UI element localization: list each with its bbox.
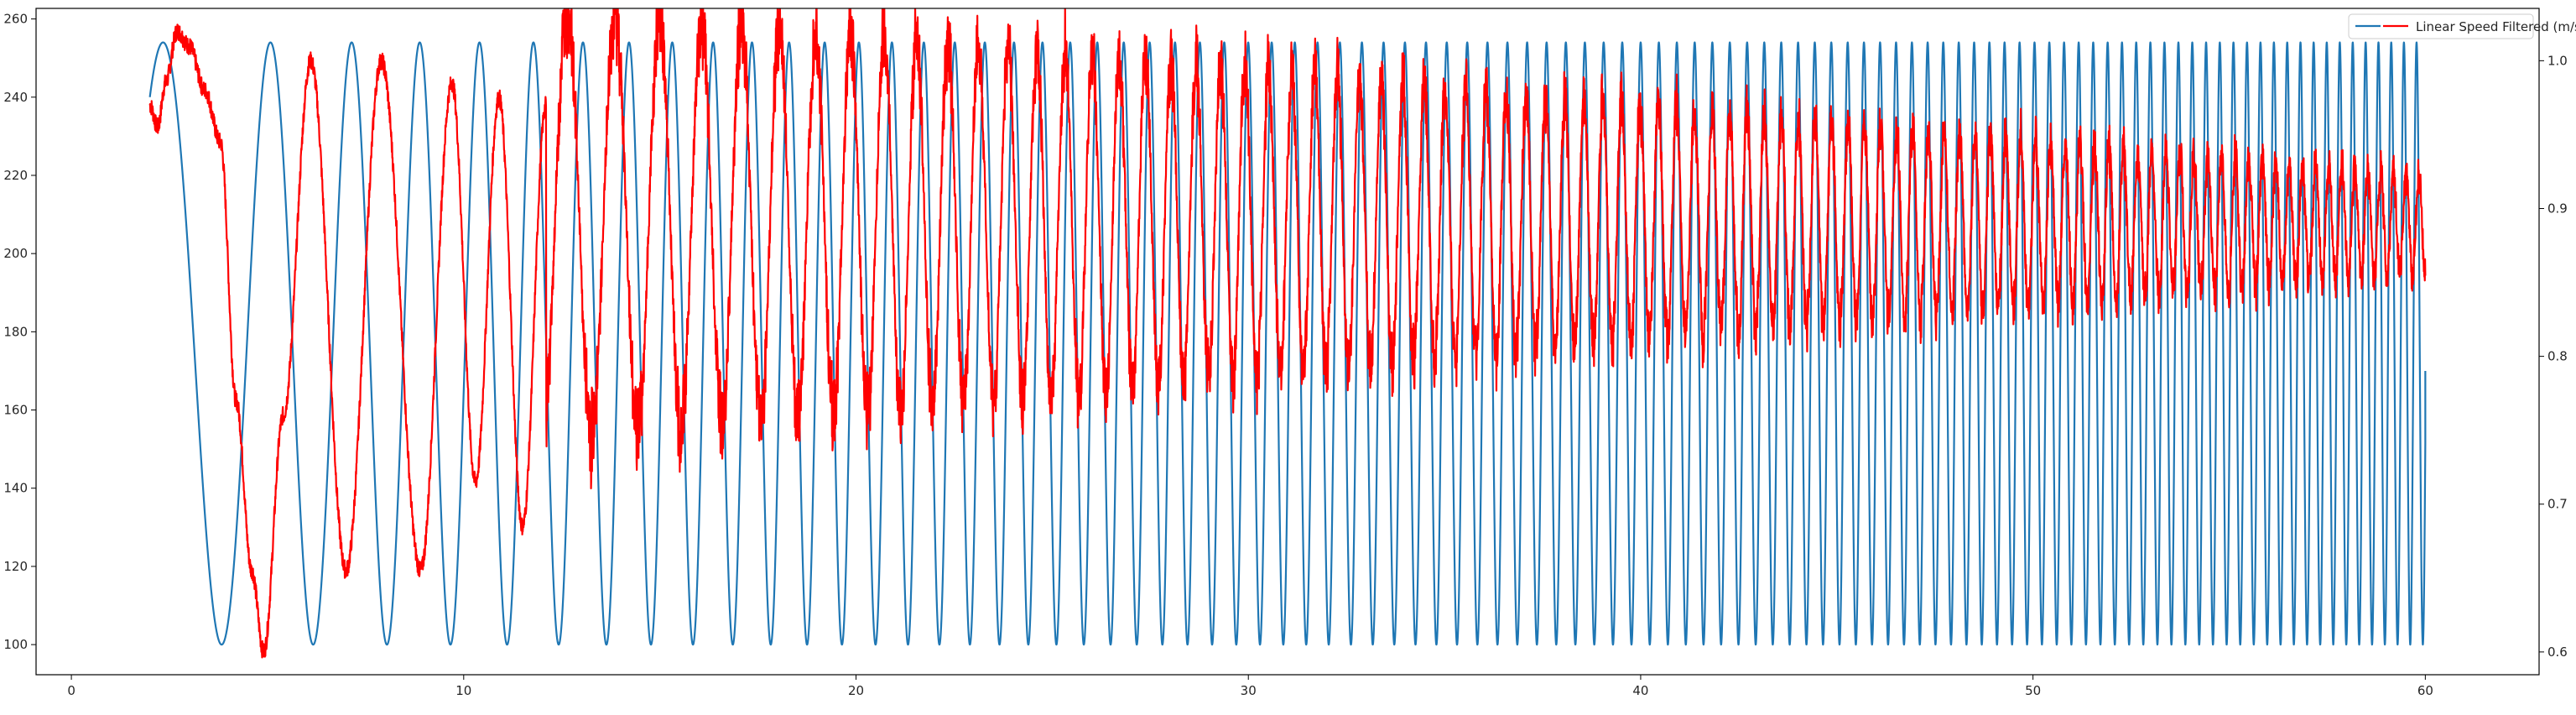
x-axis: 0 10 20 30 40 50 60 bbox=[67, 675, 2433, 698]
y2-tick-label: 0.7 bbox=[2547, 497, 2568, 512]
y-tick-label: 200 bbox=[3, 246, 28, 261]
y-tick-label: 120 bbox=[3, 559, 28, 574]
y-tick-label: 240 bbox=[3, 90, 28, 105]
x-tick-label: 10 bbox=[455, 683, 471, 698]
y-tick-label: 220 bbox=[3, 168, 28, 183]
axes-frame bbox=[35, 8, 2540, 676]
series-line-red bbox=[148, 8, 2427, 659]
x-tick-label: 0 bbox=[67, 683, 75, 698]
y-axis-left: 100 120 140 160 180 200 220 240 260 bbox=[3, 12, 36, 652]
series-line-blue bbox=[148, 41, 2427, 646]
legend-label: Linear Speed Filtered (m/s) bbox=[2416, 19, 2576, 34]
x-tick-label: 20 bbox=[848, 683, 864, 698]
x-tick-label: 60 bbox=[2417, 683, 2433, 698]
x-tick-label: 30 bbox=[1241, 683, 1257, 698]
legend-box bbox=[2348, 13, 2534, 39]
y-tick-label: 100 bbox=[3, 637, 28, 652]
x-tick-label: 50 bbox=[2025, 683, 2041, 698]
y-axis-right: 0.6 0.7 0.8 0.9 1.0 bbox=[2539, 53, 2568, 660]
y2-tick-label: 0.9 bbox=[2547, 201, 2568, 216]
y2-tick-label: 0.8 bbox=[2547, 349, 2568, 364]
y2-tick-label: 1.0 bbox=[2547, 53, 2568, 68]
legend: Linear Speed Filtered (m/s) bbox=[2348, 13, 2576, 39]
y-tick-label: 180 bbox=[3, 324, 28, 339]
x-tick-label: 40 bbox=[1632, 683, 1648, 698]
y2-tick-label: 0.6 bbox=[2547, 645, 2568, 660]
y-tick-label: 160 bbox=[3, 403, 28, 418]
y-tick-label: 140 bbox=[3, 481, 28, 496]
plot-area bbox=[148, 8, 2427, 659]
y-tick-label: 260 bbox=[3, 12, 28, 27]
